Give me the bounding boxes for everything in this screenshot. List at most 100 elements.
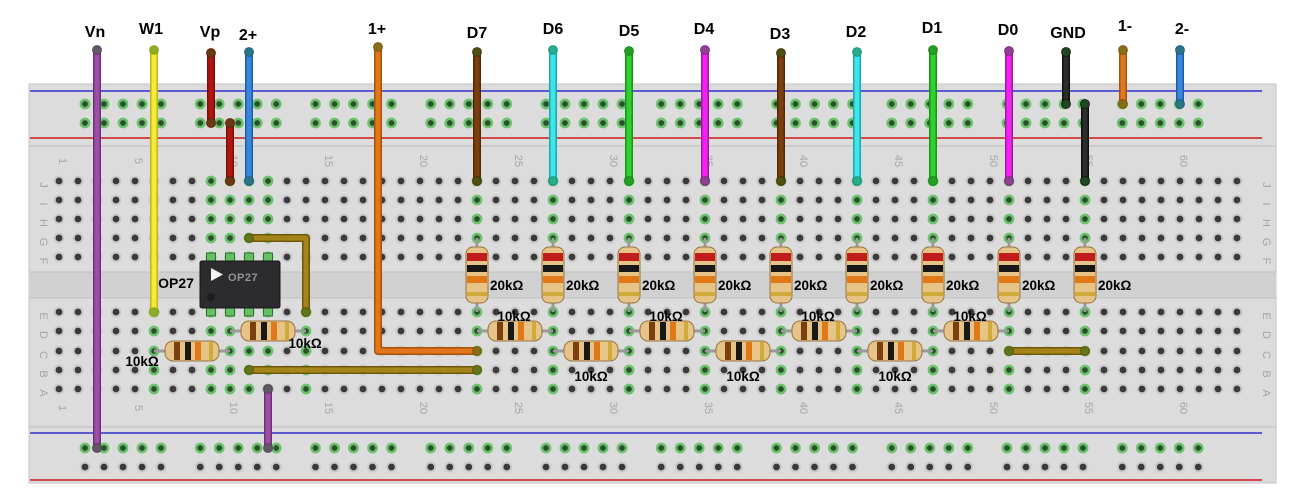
wire-1minus[interactable]: [1118, 45, 1128, 109]
wire-endpoint-glow: [548, 176, 558, 186]
band-red: [771, 253, 791, 261]
wire-endpoint-glow: [472, 346, 482, 356]
wire-endpoint-glow: [472, 47, 482, 57]
band-gold: [695, 292, 715, 296]
resistor-10k-1[interactable]: 10kΩ: [125, 340, 230, 369]
wire-endpoint-glow: [263, 384, 273, 394]
resistor-20k-1[interactable]: 20kΩ: [465, 238, 524, 312]
terminal-label-2minus: 2-: [1175, 21, 1189, 38]
resistor-value-label: 20kΩ: [718, 278, 752, 293]
resistor-20k-6[interactable]: 20kΩ: [845, 238, 904, 312]
wire-d2[interactable]: [852, 47, 862, 186]
row-letter: F: [1260, 258, 1272, 265]
band-red: [467, 253, 487, 261]
band-black: [888, 342, 894, 360]
resistor-10k-4[interactable]: 10kΩ: [553, 340, 629, 384]
wire-endpoint: [928, 176, 938, 186]
band-orange: [467, 276, 487, 283]
wire-2plus[interactable]: [244, 47, 254, 186]
wire-vp[interactable]: [206, 48, 216, 128]
wire-jumper-red[interactable]: [225, 118, 235, 186]
wire-olive-top[interactable]: [244, 233, 311, 317]
band-gold: [923, 292, 943, 296]
resistor-20k-9[interactable]: 20kΩ: [1073, 238, 1132, 312]
wire-jumper-black[interactable]: [1080, 99, 1090, 186]
rail-holes-bottom: [79, 442, 1204, 473]
wire-endpoint: [225, 118, 235, 128]
terminal-label-vp: Vp: [200, 24, 221, 41]
wire-endpoint-glow: [206, 118, 216, 128]
resistor-20k-3[interactable]: 20kΩ: [617, 238, 676, 312]
wire-endpoint-glow: [776, 48, 786, 58]
resistor-10k-8[interactable]: 10kΩ: [857, 340, 933, 384]
wire-gnd[interactable]: [1061, 47, 1071, 109]
resistor-10k-6[interactable]: 10kΩ: [705, 340, 781, 384]
wire-endpoint-glow: [1004, 346, 1014, 356]
band-red: [1075, 253, 1095, 261]
resistor-value-label: 10kΩ: [497, 309, 531, 324]
wire-endpoint: [776, 48, 786, 58]
resistor-20k-7[interactable]: 20kΩ: [921, 238, 980, 312]
wire-endpoint-glow: [373, 42, 383, 52]
row-letter: F: [37, 258, 49, 265]
wire-d3[interactable]: [776, 48, 786, 186]
wire-d0[interactable]: [1004, 46, 1014, 186]
resistor-10k-5[interactable]: 10kΩ: [629, 309, 705, 342]
wire-endpoint: [700, 45, 710, 55]
wire-d5[interactable]: [624, 46, 634, 186]
resistor-10k-9[interactable]: 10kΩ: [933, 309, 1009, 342]
wire-endpoint: [206, 48, 216, 58]
band-orange: [974, 322, 980, 340]
wire-olive-long[interactable]: [244, 365, 482, 375]
column-number: 45: [892, 155, 904, 167]
wire-1plus[interactable]: [373, 42, 482, 356]
wire-endpoint-glow: [244, 176, 254, 186]
wire-2minus[interactable]: [1175, 45, 1185, 109]
wire-d4[interactable]: [700, 45, 710, 186]
column-number: 10: [227, 402, 239, 414]
band-black: [467, 265, 487, 272]
resistor-10k-2[interactable]: 10kΩ: [230, 320, 322, 351]
wire-d7[interactable]: [472, 47, 482, 186]
row-letter: H: [1260, 219, 1272, 227]
resistor-value-label: 10kΩ: [288, 336, 322, 351]
wire-endpoint-glow: [1175, 99, 1185, 109]
band-black: [812, 322, 818, 340]
resistor-20k-4[interactable]: 20kΩ: [693, 238, 752, 312]
band-orange: [695, 276, 715, 283]
column-number: 35: [702, 402, 714, 414]
wire-endpoint: [472, 365, 482, 375]
resistor-20k-8[interactable]: 20kΩ: [997, 238, 1056, 312]
band-gold: [999, 292, 1019, 296]
band-brown: [877, 342, 883, 360]
band-gold: [285, 322, 289, 340]
band-gold: [988, 322, 992, 340]
wire-d6[interactable]: [548, 45, 558, 186]
wire-d1[interactable]: [928, 45, 938, 186]
band-black: [543, 265, 563, 272]
resistor-20k-2[interactable]: 20kΩ: [541, 238, 600, 312]
resistor-value-label: 10kΩ: [801, 309, 835, 324]
resistor-value-label: 20kΩ: [1098, 278, 1132, 293]
resistor-10k-3[interactable]: 10kΩ: [477, 309, 553, 342]
wire-purple-short[interactable]: [263, 384, 273, 453]
column-number: 45: [892, 402, 904, 414]
resistor-10k-7[interactable]: 10kΩ: [781, 309, 857, 342]
wire-endpoint: [92, 45, 102, 55]
chip-external-label: OP27: [158, 275, 194, 291]
op27-chip[interactable]: OP27 OP27: [158, 252, 281, 317]
wire-endpoint: [852, 47, 862, 57]
column-number: 40: [797, 155, 809, 167]
band-black: [964, 322, 970, 340]
terminal-label-1minus: 1-: [1118, 18, 1132, 35]
wire-endpoint-glow: [1175, 45, 1185, 55]
resistor-20k-5[interactable]: 20kΩ: [769, 238, 828, 312]
wire-w1[interactable]: [149, 45, 159, 317]
wire-endpoint: [1118, 99, 1128, 109]
wire-endpoint-glow: [225, 118, 235, 128]
wire-olive-right[interactable]: [1004, 346, 1090, 356]
wire-vn[interactable]: [92, 45, 102, 453]
column-number: 40: [797, 402, 809, 414]
band-brown: [725, 342, 731, 360]
